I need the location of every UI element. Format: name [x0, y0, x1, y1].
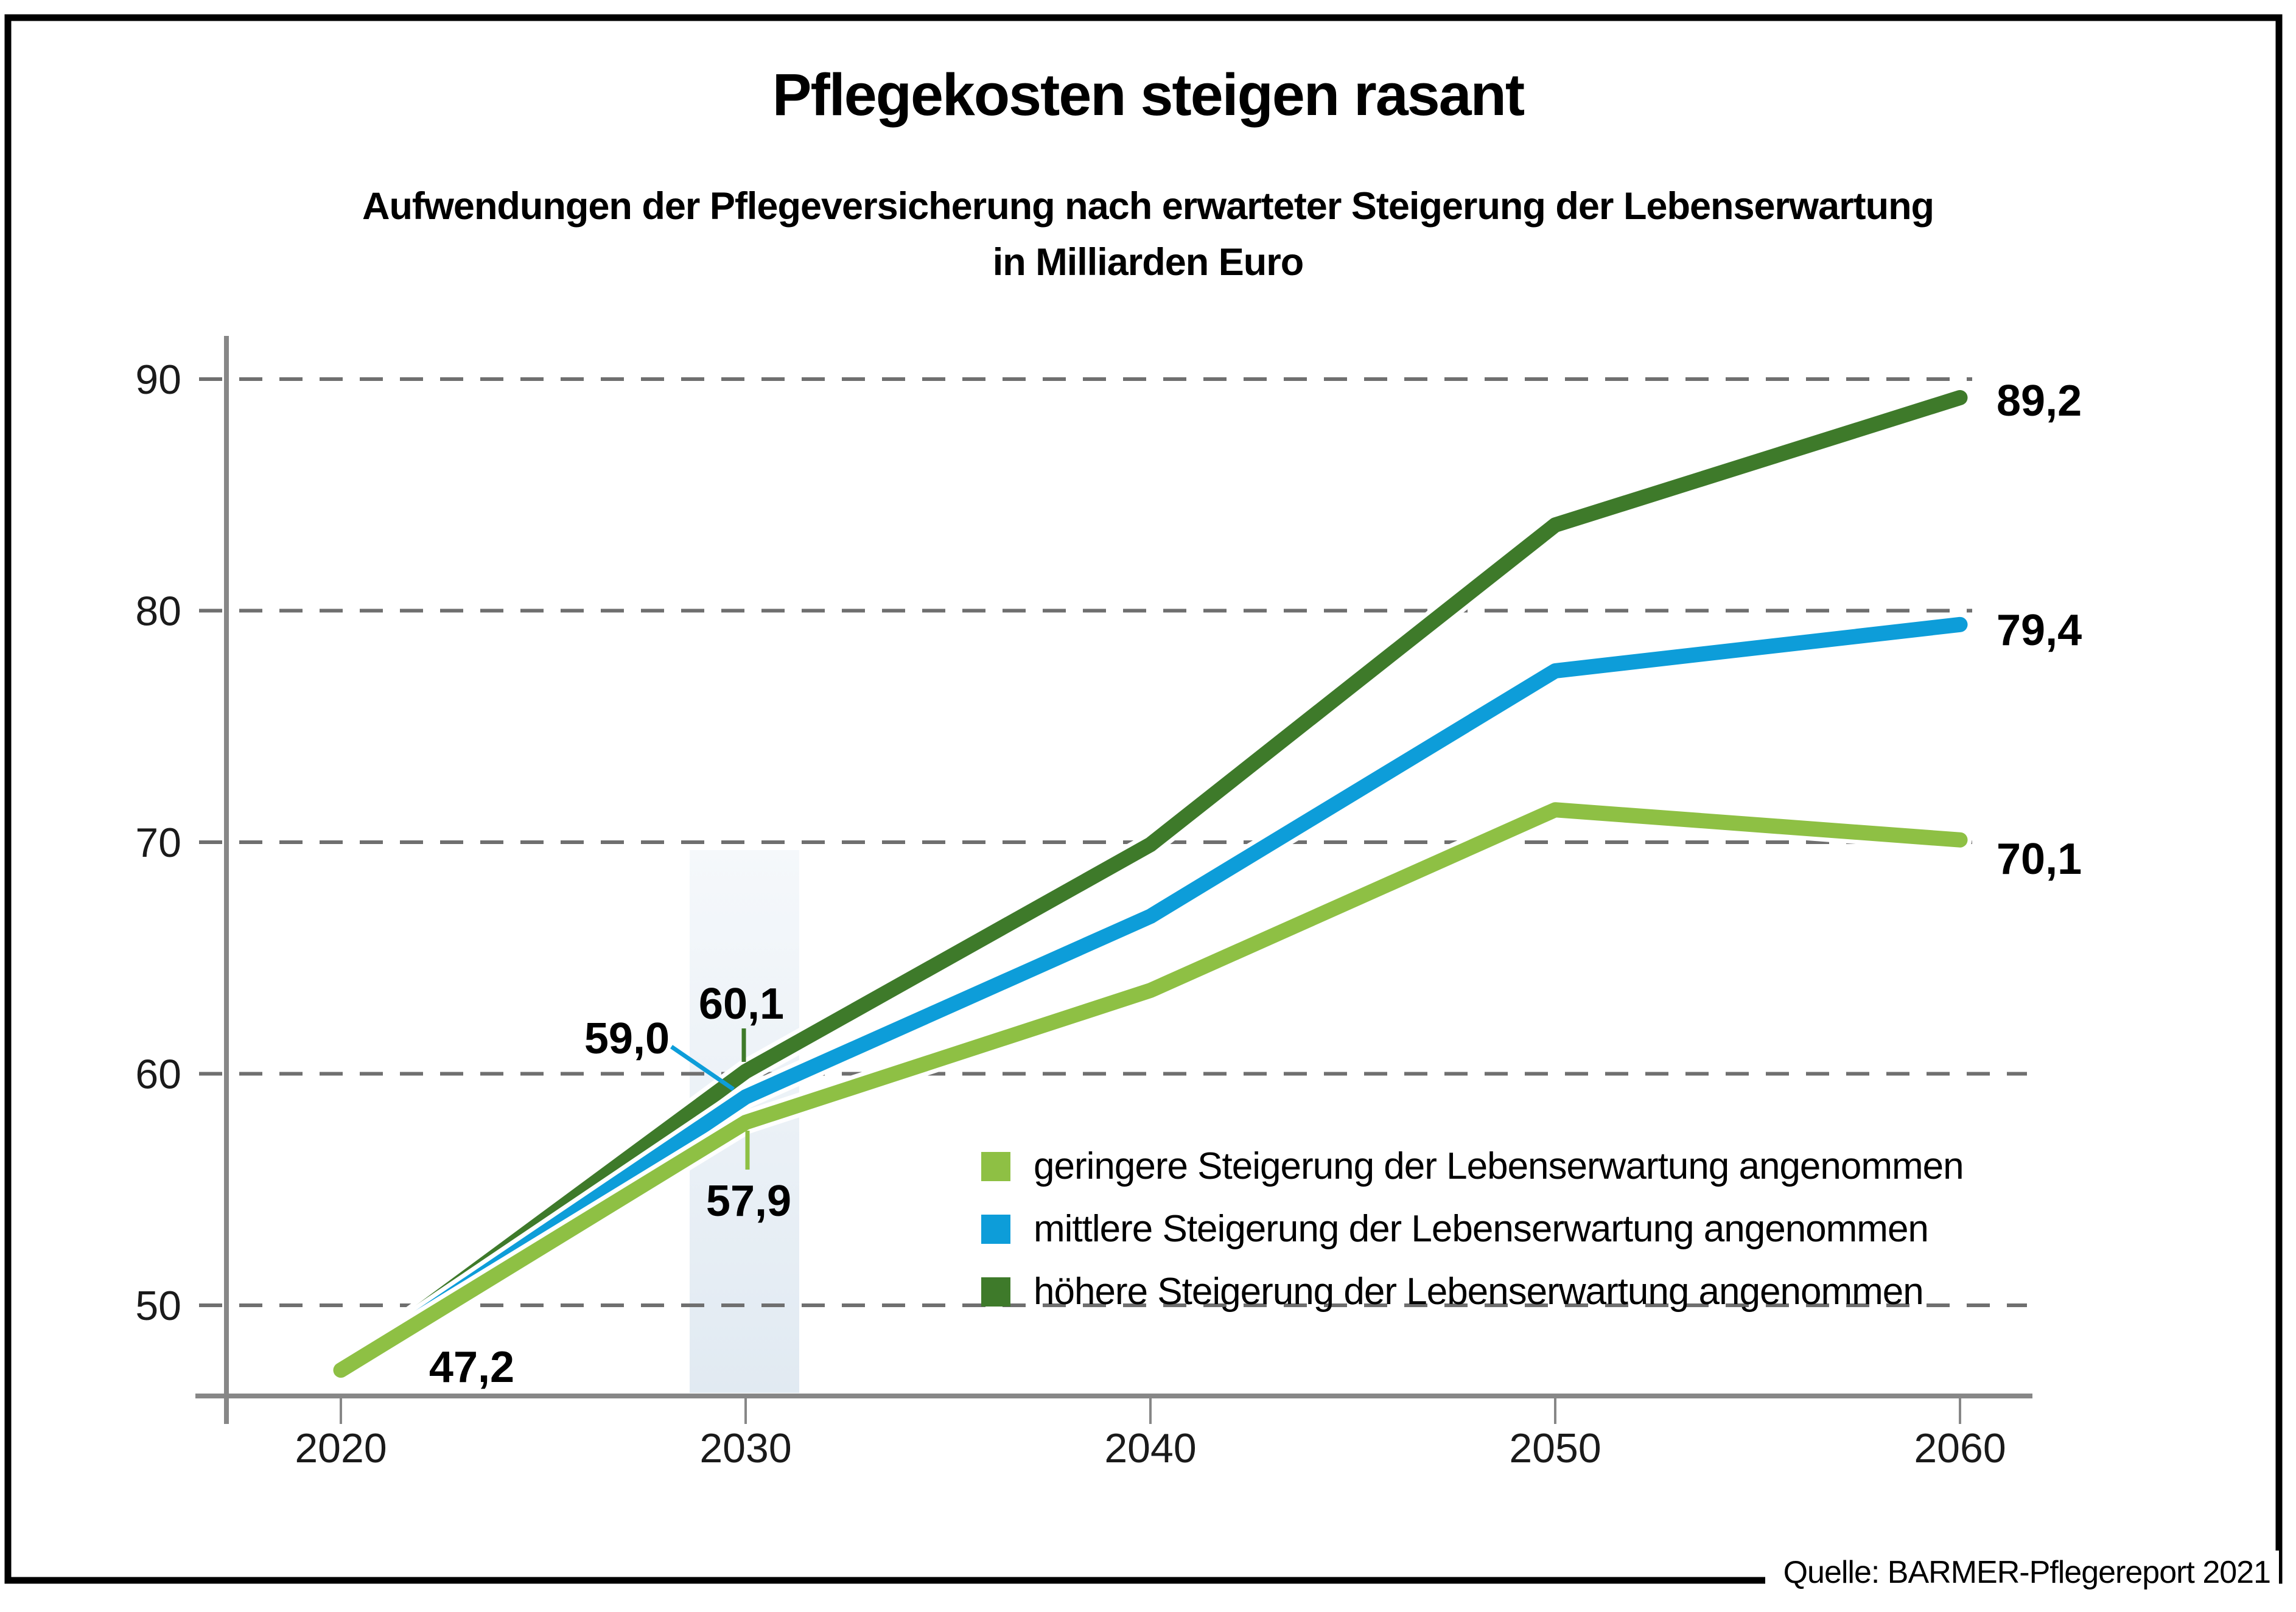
- chart-subtitle: Aufwendungen der Pflegeversicherung nach…: [0, 178, 2296, 290]
- subtitle-line-2: in Milliarden Euro: [992, 241, 1304, 284]
- data-label-57_9: 57,9: [706, 1177, 791, 1226]
- x-tick-label-2020: 2020: [295, 1425, 387, 1471]
- data-label-59_0: 59,0: [584, 1014, 670, 1063]
- callout-line-1: [670, 1045, 735, 1091]
- frame-border: [4, 14, 2283, 1584]
- legend-item-hoehere: höhere Steigerung der Lebenserwartung an…: [981, 1271, 1964, 1313]
- legend-label: mittlere Steigerung der Lebenserwartung …: [1034, 1208, 1929, 1250]
- legend-item-mittlere: mittlere Steigerung der Lebenserwartung …: [981, 1208, 1964, 1250]
- data-label-60_1: 60,1: [699, 980, 784, 1028]
- x-tick-label-2050: 2050: [1509, 1425, 1601, 1471]
- subtitle-line-1: Aufwendungen der Pflegeversicherung nach…: [362, 185, 1934, 228]
- series-line-2: [333, 389, 1968, 1378]
- x-tick-label-2030: 2030: [699, 1425, 791, 1471]
- y-tick-label-90: 90: [135, 357, 181, 403]
- data-label-79_4: 79,4: [1997, 606, 2082, 655]
- y-tick-label-70: 70: [135, 820, 181, 866]
- legend-swatch-mittlere: [981, 1215, 1010, 1244]
- y-tick-label-60: 60: [135, 1052, 181, 1098]
- axes: [195, 336, 2032, 1424]
- legend-label: geringere Steigerung der Lebenserwartung…: [1034, 1145, 1964, 1187]
- page-title: Pflegekosten steigen rasant: [772, 61, 1525, 128]
- series-line-1: [333, 616, 1968, 1378]
- y-tick-label-50: 50: [135, 1283, 181, 1329]
- axis-tick-labels: 2020 2030 2040 2050 2060 50 60 70 80 90: [135, 357, 2006, 1471]
- x-tick-label-2040: 2040: [1104, 1425, 1196, 1471]
- series-lines: [329, 385, 1972, 1383]
- legend-item-geringere: geringere Steigerung der Lebenserwartung…: [981, 1145, 1964, 1187]
- axis-ticks: [340, 1396, 1961, 1424]
- data-label-89_2: 89,2: [1997, 377, 2082, 425]
- y-tick-label-80: 80: [135, 588, 181, 635]
- data-label-47_2: 47,2: [429, 1343, 514, 1392]
- legend-swatch-hoehere: [981, 1277, 1010, 1307]
- series-line-0: [333, 802, 1968, 1378]
- callout-lines: [670, 1028, 750, 1170]
- data-point-labels: 47,2 57,9 59,0 60,1 70,1 79,4 89,2: [429, 377, 2082, 1392]
- source-credit: Quelle: BARMER-Pflegereport 2021: [1765, 1551, 2279, 1597]
- legend-label: höhere Steigerung der Lebenserwartung an…: [1034, 1271, 1924, 1313]
- legend: geringere Steigerung der Lebenserwartung…: [981, 1145, 1964, 1340]
- legend-swatch-geringere: [981, 1152, 1010, 1181]
- data-label-70_1: 70,1: [1997, 835, 2082, 884]
- gridlines: [199, 377, 2027, 1307]
- x-tick-label-2060: 2060: [1914, 1425, 2006, 1471]
